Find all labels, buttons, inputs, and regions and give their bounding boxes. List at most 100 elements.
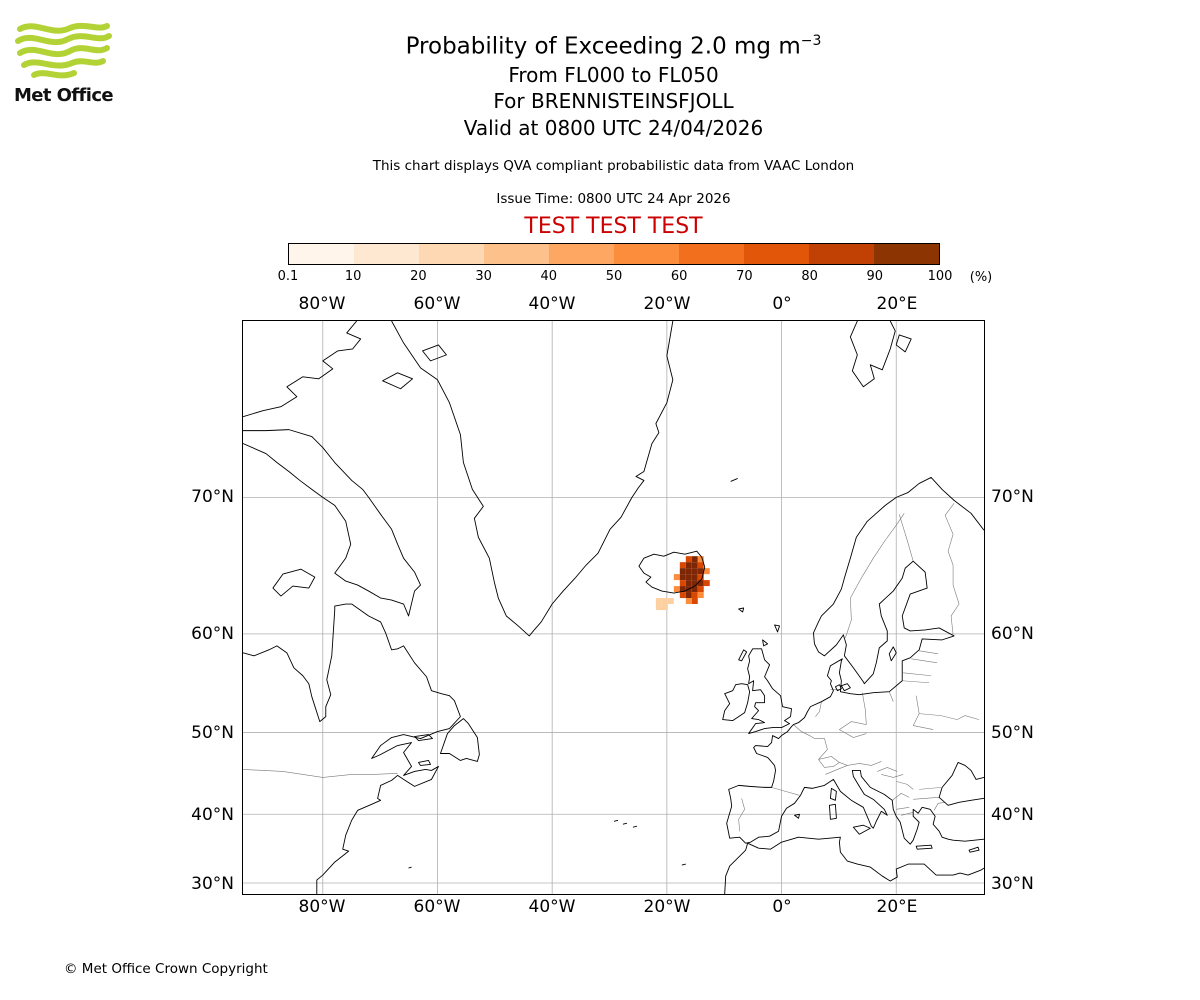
bermuda-island bbox=[408, 866, 412, 869]
ash-cell bbox=[685, 574, 692, 581]
met-office-waves-icon bbox=[15, 22, 112, 79]
longitude-label-top: 80°W bbox=[298, 294, 346, 314]
ireland-coastline bbox=[722, 683, 751, 722]
ash-cell bbox=[655, 604, 662, 610]
ash-cell bbox=[703, 580, 710, 587]
shetland-island bbox=[774, 624, 781, 633]
ash-cell bbox=[691, 598, 698, 605]
latitude-label-left: 30°N bbox=[191, 874, 234, 894]
ash-cell bbox=[679, 568, 686, 575]
black-sea-coastline bbox=[938, 762, 984, 806]
longitude-label-bottom: 60°W bbox=[413, 897, 461, 917]
country-borders bbox=[243, 503, 980, 832]
ash-cell bbox=[691, 586, 698, 593]
country-border-lines bbox=[243, 503, 980, 832]
colorbar-tick-label: 20 bbox=[410, 269, 427, 284]
ash-cell bbox=[685, 568, 692, 575]
longitude-label-bottom: 20°W bbox=[643, 897, 691, 917]
longitude-label-bottom: 20°E bbox=[876, 897, 918, 917]
longitude-label-bottom: 40°W bbox=[528, 897, 576, 917]
azores-islands bbox=[613, 819, 638, 828]
colorbar-tick-label: 0.1 bbox=[277, 269, 299, 284]
graticule-gridlines bbox=[243, 321, 984, 894]
sardinia-island bbox=[828, 803, 837, 820]
colorbar-tick-label: 90 bbox=[866, 269, 884, 284]
test-banner: TEST TEST TEST bbox=[524, 214, 703, 239]
corsica-island bbox=[829, 787, 837, 801]
latitude-label-left: 40°N bbox=[191, 805, 234, 825]
svalbard-coastline bbox=[849, 321, 896, 388]
gotland-island bbox=[888, 646, 897, 662]
ash-cell bbox=[685, 562, 692, 569]
madeira-island bbox=[681, 863, 686, 866]
zealand-island bbox=[840, 683, 851, 692]
ash-cell bbox=[661, 598, 668, 605]
chart-title-main: Probability of Exceeding 2.0 mg m bbox=[405, 33, 801, 60]
north-atlantic-map bbox=[243, 321, 984, 894]
ellesmere-devon-coastline bbox=[243, 321, 362, 418]
colorbar-tick-label: 50 bbox=[605, 269, 623, 284]
ash-cell bbox=[679, 586, 686, 593]
ash-cell bbox=[697, 586, 704, 593]
newfoundland-coastline bbox=[440, 718, 480, 762]
ash-cell bbox=[655, 598, 662, 605]
svalbard-small-island bbox=[895, 334, 912, 353]
greenland-coastline bbox=[391, 321, 674, 637]
title-block: Probability of Exceeding 2.0 mg m−3 From… bbox=[242, 26, 985, 141]
ash-cell bbox=[697, 556, 704, 563]
ash-cell bbox=[703, 568, 710, 575]
jan-mayen-island bbox=[730, 478, 738, 482]
colorbar-tick-label: 10 bbox=[344, 269, 362, 284]
latitude-label-right: 70°N bbox=[991, 487, 1034, 507]
colorbar-segment bbox=[289, 244, 354, 264]
coastlines bbox=[243, 321, 984, 894]
chart-title: Probability of Exceeding 2.0 mg m−3 bbox=[242, 26, 985, 62]
colorbar-segment bbox=[614, 244, 679, 264]
latitude-label-left: 50°N bbox=[191, 722, 234, 743]
ash-cell bbox=[691, 562, 698, 569]
ash-cell bbox=[697, 562, 704, 569]
met-office-logo: Met Office bbox=[14, 20, 134, 106]
sicily-island bbox=[852, 824, 871, 835]
north-africa-coastline bbox=[724, 836, 984, 894]
latitude-label-left: 60°N bbox=[191, 624, 234, 644]
compliance-note: This chart displays QVA compliant probab… bbox=[372, 158, 855, 174]
colorbar-segment bbox=[419, 244, 484, 264]
ash-cell bbox=[679, 580, 686, 587]
prince-edward-island bbox=[418, 760, 431, 766]
arctic-island bbox=[382, 372, 413, 390]
great-britain-coastline bbox=[747, 648, 792, 735]
funen-island bbox=[834, 684, 842, 692]
latitude-label-right: 60°N bbox=[991, 624, 1034, 644]
volcano-name: For BRENNISTEINSFJOLL bbox=[493, 89, 734, 114]
ash-cell bbox=[697, 580, 704, 587]
chart-title-exponent: −3 bbox=[800, 33, 822, 49]
ash-cell bbox=[685, 592, 692, 599]
iceland-coastline bbox=[638, 550, 706, 594]
hebrides-island bbox=[738, 649, 748, 662]
north-america-mainland-coastline bbox=[243, 603, 461, 894]
colorbar-segment bbox=[549, 244, 614, 264]
map-frame bbox=[242, 320, 985, 895]
colorbar-segment bbox=[744, 244, 809, 264]
latitude-label-right: 30°N bbox=[991, 874, 1034, 894]
colorbar-tick-label: 70 bbox=[736, 269, 753, 284]
longitude-label-top: 40°W bbox=[528, 294, 576, 314]
colorbar-segment bbox=[484, 244, 549, 264]
longitude-label-top: 20°E bbox=[876, 294, 918, 314]
cyprus-island bbox=[968, 846, 980, 853]
latitude-label-right: 50°N bbox=[991, 722, 1034, 743]
ash-cell bbox=[673, 586, 680, 593]
colorbar-tick-label: 100 bbox=[927, 269, 953, 284]
ash-cell bbox=[691, 574, 698, 581]
longitude-label-top: 60°W bbox=[413, 294, 461, 314]
ash-cell bbox=[697, 592, 704, 599]
orkney-island bbox=[762, 639, 769, 647]
ash-cell bbox=[685, 598, 692, 605]
colorbar-segment bbox=[354, 244, 419, 264]
anticosti-island bbox=[414, 734, 433, 741]
ash-cell bbox=[661, 604, 668, 610]
latitude-label-left: 70°N bbox=[191, 487, 234, 507]
ash-cell bbox=[691, 556, 698, 563]
